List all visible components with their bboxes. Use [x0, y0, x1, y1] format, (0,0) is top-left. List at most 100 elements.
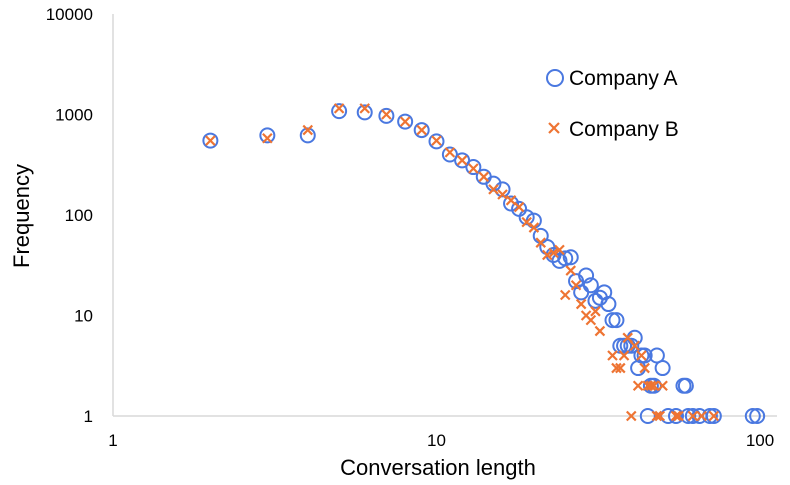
data-point-cross: [554, 244, 565, 256]
data-point-cross: [359, 103, 371, 114]
data-point-circle: [356, 104, 373, 121]
data-point-circle: [413, 122, 430, 139]
data-point-cross: [513, 201, 525, 213]
data-point-circle: [331, 103, 348, 120]
y-tick-labels: 1 10 100 1000 10000: [46, 5, 93, 426]
data-point-circle: [378, 107, 395, 124]
data-point-cross: [565, 265, 577, 276]
data-point-circle: [557, 250, 574, 267]
data-point-cross: [381, 109, 392, 120]
data-point-circle: [744, 408, 761, 424]
data-point-cross: [570, 279, 582, 291]
data-point-cross: [632, 380, 644, 392]
data-point-cross: [262, 132, 273, 144]
data-point-circle: [600, 296, 617, 313]
data-point-cross: [708, 410, 720, 422]
series-company-b: [205, 103, 720, 422]
legend-label-company-a: Company A: [569, 67, 678, 90]
y-tick-label: 1000: [55, 106, 93, 125]
y-tick-label: 100: [65, 206, 93, 225]
data-point-cross: [651, 410, 663, 422]
y-tick-label: 10000: [46, 5, 93, 24]
x-axis-title: Conversation length: [340, 455, 536, 480]
data-point-circle: [677, 377, 694, 394]
data-point-cross: [575, 298, 587, 310]
y-axis-title: Frequency: [9, 164, 34, 268]
series-layer: [202, 103, 766, 424]
y-tick-label: 10: [74, 307, 93, 326]
data-point-cross: [611, 362, 622, 374]
data-point-cross: [478, 171, 490, 183]
data-point-circle: [608, 312, 625, 329]
data-point-cross: [431, 135, 442, 146]
data-point-circle: [494, 181, 511, 198]
data-point-cross: [548, 247, 559, 259]
data-point-cross: [657, 380, 668, 392]
data-point-circle: [654, 360, 671, 377]
series-company-a: [202, 103, 766, 424]
data-point-circle: [573, 284, 590, 301]
data-point-cross: [302, 124, 314, 136]
legend-item-company-b: Company B: [548, 118, 679, 141]
data-point-circle: [684, 408, 701, 424]
data-point-cross: [497, 189, 508, 200]
legend-label-company-b: Company B: [569, 118, 679, 141]
data-point-cross: [636, 350, 647, 361]
data-point-circle: [680, 408, 697, 424]
data-point-cross: [645, 380, 657, 392]
data-point-cross: [594, 325, 606, 337]
y-tick-label: 1: [84, 407, 93, 426]
data-point-cross: [488, 184, 499, 195]
data-point-circle: [503, 195, 520, 212]
data-point-circle: [668, 408, 685, 424]
data-point-circle: [636, 347, 653, 364]
data-point-cross: [559, 289, 571, 301]
data-point-circle: [428, 133, 445, 150]
data-point-cross: [687, 410, 699, 422]
data-point-circle: [259, 127, 276, 144]
data-point-cross: [625, 410, 637, 422]
data-point-circle: [562, 249, 579, 266]
data-point-cross: [535, 237, 547, 248]
data-point-circle: [578, 267, 595, 284]
data-point-cross: [607, 350, 618, 361]
data-point-cross: [444, 147, 456, 158]
data-point-cross: [541, 249, 553, 261]
data-point-cross: [648, 380, 660, 392]
data-point-circle: [518, 209, 535, 226]
data-point-circle: [465, 159, 482, 176]
data-point-cross: [590, 306, 601, 317]
data-point-cross: [528, 222, 540, 233]
data-point-cross: [333, 103, 345, 114]
x-tick-label: 10: [427, 431, 446, 450]
data-point-cross: [521, 216, 532, 228]
data-point-cross: [654, 410, 666, 422]
data-point-cross: [618, 350, 630, 361]
data-point-cross: [673, 410, 684, 422]
data-point-cross: [399, 116, 411, 127]
data-point-circle: [202, 132, 219, 149]
x-tick-label: 1: [108, 431, 117, 450]
data-point-cross: [670, 410, 682, 422]
data-point-circle: [749, 408, 766, 424]
data-point-circle: [639, 408, 656, 424]
data-point-cross: [468, 163, 479, 174]
data-point-cross: [456, 155, 468, 166]
data-point-circle: [604, 312, 621, 329]
x-tick-label: 100: [746, 431, 774, 450]
data-point-circle: [623, 337, 640, 354]
data-point-circle: [582, 277, 599, 294]
legend: Company A Company B: [546, 67, 679, 141]
x-tick-labels: 1 10 100: [108, 431, 774, 450]
data-point-cross: [696, 410, 707, 422]
data-point-circle: [397, 113, 414, 130]
legend-marker-circle: [546, 69, 564, 87]
data-point-circle: [705, 408, 722, 424]
legend-item-company-a: Company A: [546, 67, 678, 90]
legend-marker-cross: [548, 122, 560, 134]
data-point-cross: [629, 340, 641, 352]
data-point-cross: [585, 314, 597, 326]
data-point-cross: [615, 362, 626, 374]
